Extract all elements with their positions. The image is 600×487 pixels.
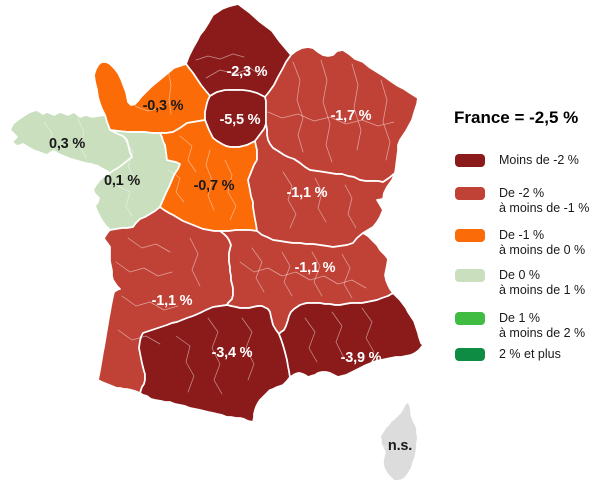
- legend-item-label: à moins de 1 %: [499, 283, 586, 297]
- region-corse: [379, 401, 419, 482]
- region-value-label: -1,1 %: [287, 185, 328, 201]
- region-value-labels: -2,3 % -0,3 % -5,5 % -1,7 % 0,3 % 0,1 % …: [49, 64, 413, 454]
- region-value-label: -0,7 %: [194, 178, 235, 194]
- region-value-label: 0,1 %: [104, 173, 140, 189]
- legend-item-label: 2 % et plus: [499, 347, 561, 361]
- legend-swatch: [455, 187, 485, 200]
- region-value-label: -1,1 %: [152, 293, 193, 309]
- region-value-label: -3,9 %: [341, 350, 382, 366]
- legend-item-label: De 0 %: [499, 268, 540, 282]
- region-value-label: -5,5 %: [220, 112, 261, 128]
- legend-swatch: [455, 269, 485, 282]
- region-value-label: -1,7 %: [331, 108, 372, 124]
- legend-swatch: [455, 154, 485, 167]
- legend-swatch: [455, 348, 485, 361]
- legend-item: De -2 % à moins de -1 %: [455, 186, 589, 216]
- legend-item: De 0 % à moins de 1 %: [455, 268, 585, 298]
- legend-item: De 1 % à moins de 2 %: [455, 311, 585, 341]
- region-provence-alpes-cote-dazur: [278, 292, 424, 378]
- legend-item-label: De 1 %: [499, 311, 540, 325]
- legend-item: De -1 % à moins de 0 %: [455, 228, 585, 258]
- legend-item: 2 % et plus: [455, 347, 561, 362]
- legend-item-label: De -2 %: [499, 186, 545, 200]
- region-value-label: n.s.: [388, 438, 412, 454]
- legend-item: Moins de -2 %: [455, 153, 579, 168]
- region-value-label: -3,4 %: [212, 345, 253, 361]
- legend-item-label: à moins de 2 %: [499, 326, 586, 340]
- department-borders: [43, 53, 411, 451]
- legend-item-label: à moins de 0 %: [499, 243, 586, 257]
- legend-swatch: [455, 312, 485, 325]
- region-value-label: 0,3 %: [49, 136, 85, 152]
- legend-title: France = -2,5 %: [454, 108, 579, 127]
- region-value-label: -1,1 %: [295, 260, 336, 276]
- legend-item-label: De -1 %: [499, 228, 545, 242]
- legend-item-label: Moins de -2 %: [499, 153, 579, 167]
- legend-swatch: [455, 229, 485, 242]
- legend-item-label: à moins de -1 %: [499, 201, 590, 215]
- region-value-label: -0,3 %: [143, 98, 184, 114]
- region-value-label: -2,3 %: [227, 64, 268, 80]
